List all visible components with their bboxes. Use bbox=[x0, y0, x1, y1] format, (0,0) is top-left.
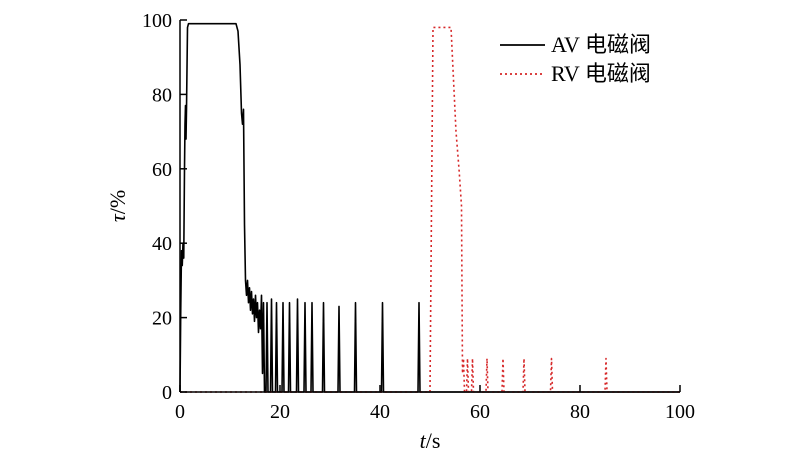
x-tick-label: 20 bbox=[270, 401, 290, 423]
series-line-av bbox=[179, 22, 680, 393]
x-tick-label: 0 bbox=[175, 401, 185, 423]
y-ticks: 0 20 40 60 80 100 bbox=[142, 10, 187, 404]
x-axis-label-var: t bbox=[420, 428, 427, 453]
y-tick-label: 0 bbox=[162, 382, 172, 404]
legend-entry-rv: RV 电磁阀 bbox=[500, 61, 651, 86]
y-tick-label: 20 bbox=[152, 308, 172, 330]
legend-label-av: AV 电磁阀 bbox=[551, 32, 651, 57]
y-axis-label: τ/% bbox=[105, 190, 130, 222]
y-tick-label: 80 bbox=[152, 84, 172, 106]
x-tick-label: 80 bbox=[570, 401, 590, 423]
legend: AV 电磁阀 RV 电磁阀 bbox=[500, 32, 651, 86]
legend-label-rv: RV 电磁阀 bbox=[551, 61, 651, 86]
x-tick-label: 40 bbox=[370, 401, 390, 423]
x-ticks: 0 20 40 60 80 100 bbox=[175, 385, 695, 423]
y-tick-label: 60 bbox=[152, 159, 172, 181]
x-tick-label: 60 bbox=[470, 401, 490, 423]
plot-area: 0 20 40 60 80 100 0 20 40 60 80 100 bbox=[142, 10, 695, 423]
legend-entry-av: AV 电磁阀 bbox=[500, 32, 651, 57]
x-axis-label-unit: /s bbox=[426, 428, 441, 453]
y-axis-label-unit: /% bbox=[105, 190, 130, 214]
x-tick-label: 100 bbox=[665, 401, 695, 423]
y-tick-label: 40 bbox=[152, 233, 172, 255]
y-axis-label-var: τ bbox=[105, 213, 130, 222]
y-tick-label: 100 bbox=[142, 10, 172, 32]
series-line-rv bbox=[180, 26, 680, 393]
series-layer bbox=[179, 22, 680, 393]
x-axis-label: t/s bbox=[420, 428, 441, 453]
